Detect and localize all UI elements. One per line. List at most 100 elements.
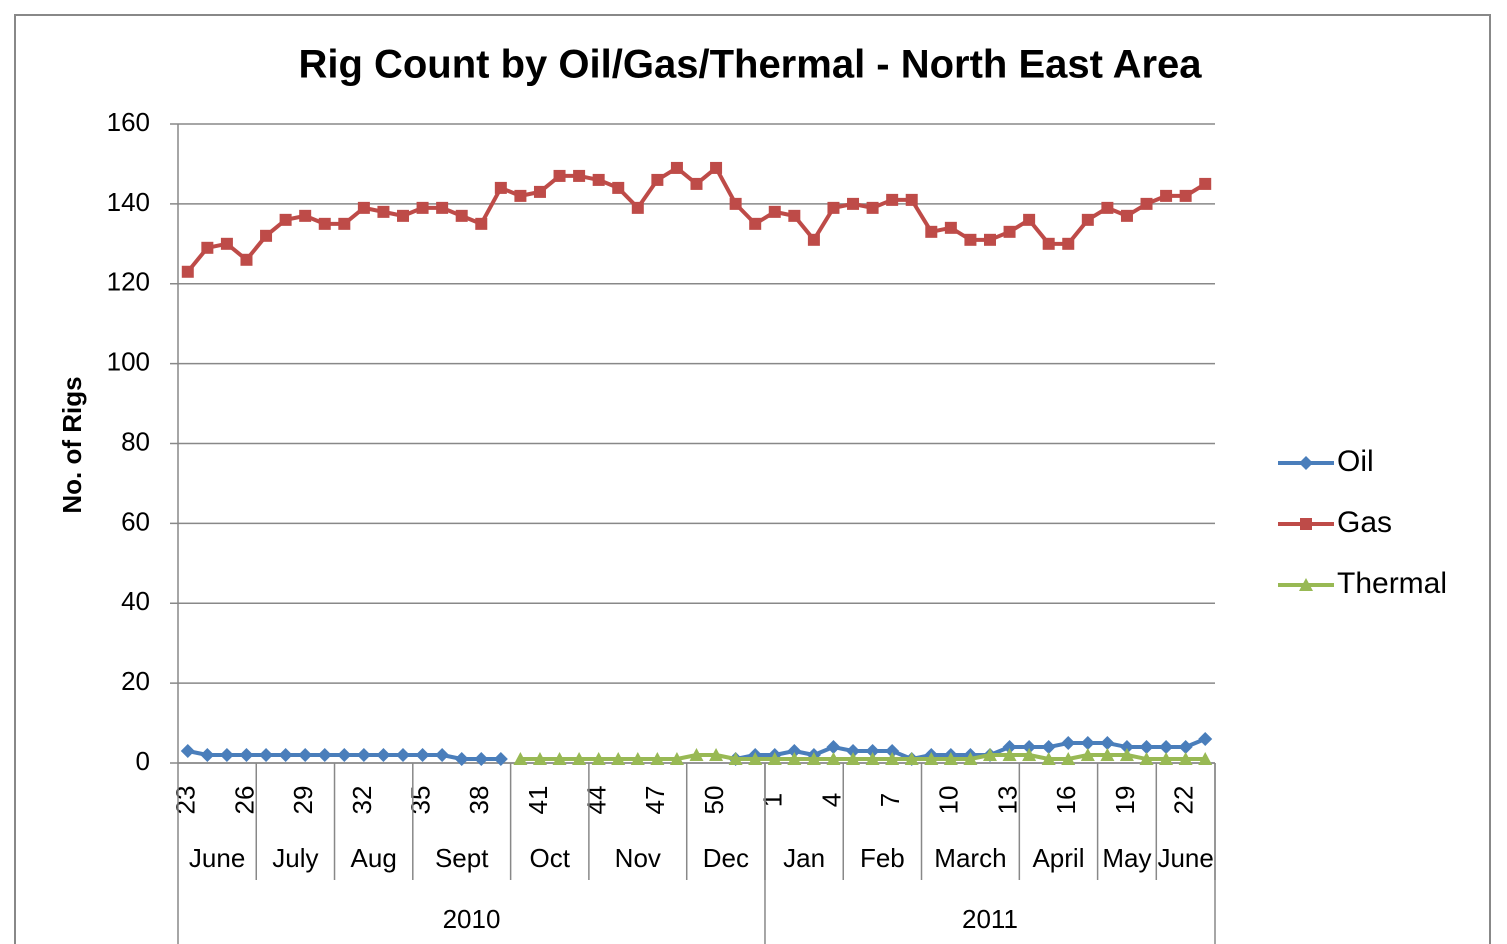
- point: [1159, 740, 1174, 755]
- month-label: July: [272, 843, 318, 873]
- point: [1061, 736, 1076, 751]
- point: [337, 748, 352, 763]
- point: [826, 752, 841, 766]
- legend-label: Oil: [1337, 445, 1374, 478]
- point: [982, 748, 997, 762]
- point: [356, 748, 371, 763]
- x-tick-label: 50: [699, 786, 729, 815]
- point: [415, 748, 430, 763]
- point: [944, 221, 957, 234]
- point: [220, 237, 233, 250]
- point: [181, 265, 194, 278]
- x-tick-label: 16: [1051, 786, 1081, 815]
- point: [591, 752, 606, 766]
- y-tick-label: 0: [136, 746, 150, 776]
- month-label: Dec: [703, 843, 749, 873]
- point: [689, 748, 704, 762]
- point: [1062, 237, 1075, 250]
- point: [846, 752, 861, 766]
- point: [533, 185, 546, 198]
- point: [318, 217, 331, 230]
- point: [924, 752, 939, 766]
- point: [514, 189, 527, 202]
- point: [865, 744, 880, 759]
- point: [436, 201, 449, 214]
- x-tick-label: 22: [1169, 786, 1199, 815]
- month-label: Jan: [783, 843, 825, 873]
- point: [612, 181, 625, 194]
- chart-title: Rig Count by Oil/Gas/Thermal - North Eas…: [298, 43, 1202, 87]
- legend-marker: [1299, 456, 1313, 470]
- point: [788, 209, 801, 222]
- y-tick-label: 120: [107, 267, 150, 297]
- x-tick-label: 35: [405, 786, 435, 815]
- point: [729, 197, 742, 210]
- point: [630, 752, 645, 766]
- point: [299, 209, 312, 222]
- x-tick-label: 32: [347, 786, 377, 815]
- month-label: Sept: [435, 843, 489, 873]
- x-tick-label: 7: [875, 793, 905, 807]
- point: [768, 205, 781, 218]
- legend-label: Gas: [1337, 506, 1392, 539]
- point: [1003, 225, 1016, 238]
- point: [240, 253, 253, 266]
- legend-label: Thermal: [1337, 567, 1447, 600]
- y-axis-label: No. of Rigs: [57, 376, 87, 513]
- x-tick-label: 1: [758, 793, 788, 807]
- y-tick-label: 140: [107, 187, 150, 217]
- chart-frame: [14, 14, 1491, 944]
- point: [631, 201, 644, 214]
- point: [552, 752, 567, 766]
- point: [767, 752, 782, 766]
- point: [865, 752, 880, 766]
- point: [1160, 189, 1173, 202]
- point: [690, 177, 703, 190]
- point: [1179, 189, 1192, 202]
- x-tick-label: 47: [640, 786, 670, 815]
- point: [1041, 740, 1056, 755]
- point: [357, 201, 370, 214]
- point: [1080, 736, 1095, 751]
- point: [749, 217, 762, 230]
- point: [904, 752, 919, 766]
- point: [200, 748, 215, 763]
- point: [847, 197, 860, 210]
- point: [1159, 752, 1174, 766]
- point: [376, 748, 391, 763]
- point: [670, 161, 683, 174]
- point: [260, 229, 273, 242]
- x-tick-label: 44: [582, 786, 612, 815]
- point: [455, 209, 468, 222]
- point: [709, 748, 724, 762]
- point: [201, 241, 214, 254]
- point: [1022, 748, 1037, 762]
- y-tick-label: 100: [107, 347, 150, 377]
- point: [611, 752, 626, 766]
- point: [943, 752, 958, 766]
- point: [396, 748, 411, 763]
- point: [1023, 213, 1036, 226]
- year-label: 2010: [443, 904, 501, 934]
- point: [494, 181, 507, 194]
- y-tick-label: 160: [107, 107, 150, 137]
- point: [650, 752, 665, 766]
- y-tick-label: 20: [121, 666, 150, 696]
- month-label: Feb: [860, 843, 905, 873]
- point: [298, 748, 313, 763]
- point: [259, 748, 274, 763]
- y-tick-label: 40: [121, 586, 150, 616]
- x-tick-label: 29: [288, 786, 318, 815]
- point: [397, 209, 410, 222]
- point: [377, 205, 390, 218]
- x-tick-label: 19: [1110, 786, 1140, 815]
- point: [435, 748, 450, 763]
- point: [905, 193, 918, 206]
- point: [826, 740, 841, 755]
- x-tick-label: 23: [171, 786, 201, 815]
- point: [532, 752, 547, 766]
- y-tick-label: 60: [121, 506, 150, 536]
- x-tick-label: 38: [464, 786, 494, 815]
- point: [1198, 752, 1213, 766]
